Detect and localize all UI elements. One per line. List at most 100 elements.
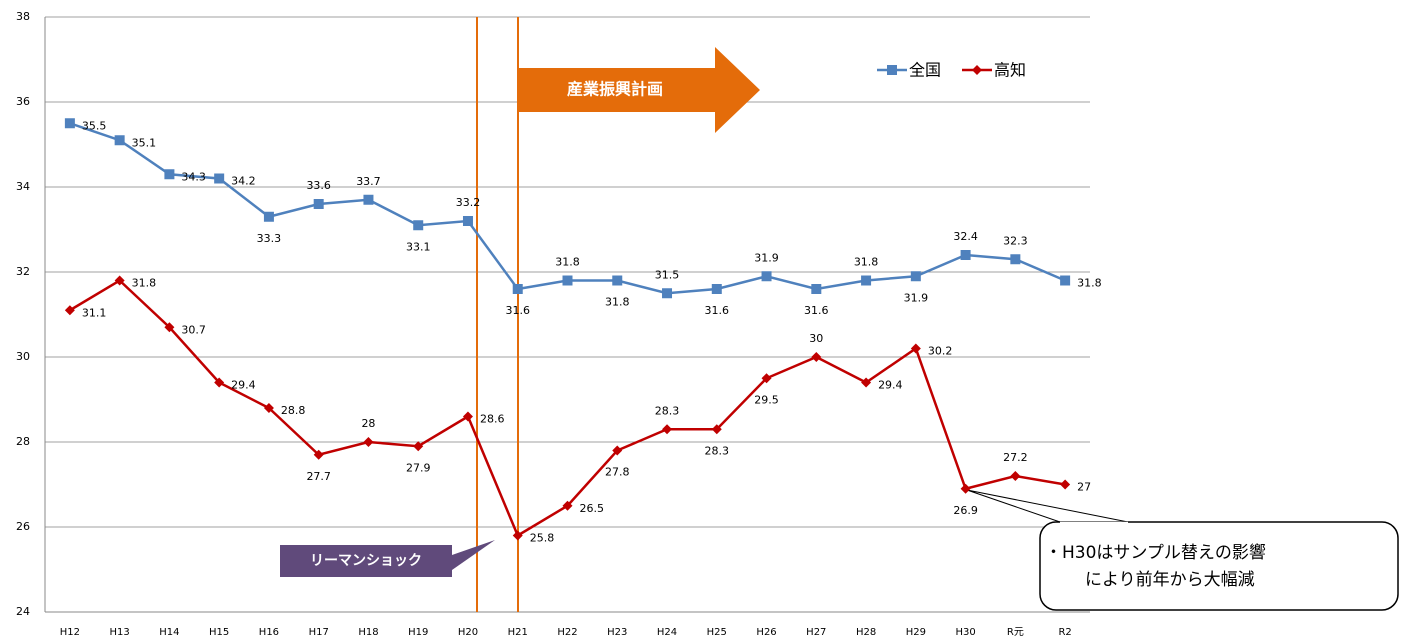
marker	[960, 250, 971, 260]
data-label: 27.9	[406, 461, 431, 474]
x-tick-label: H16	[259, 627, 279, 638]
marker	[413, 441, 424, 452]
x-tick-label: H15	[209, 627, 229, 638]
marker	[164, 322, 175, 333]
data-label: 33.6	[306, 179, 331, 192]
x-tick-label: H13	[110, 627, 130, 638]
marker	[214, 377, 225, 388]
data-label: 31.6	[705, 304, 730, 317]
data-label: 29.4	[231, 379, 256, 392]
y-tick-label: 32	[16, 265, 30, 278]
x-tick-label: H22	[557, 627, 577, 638]
x-tick-label: H28	[856, 627, 876, 638]
data-label: 32.4	[953, 230, 978, 243]
marker	[861, 377, 872, 388]
marker	[512, 284, 523, 294]
marker	[711, 424, 722, 435]
data-label: 26.9	[953, 504, 978, 517]
marker	[214, 173, 225, 184]
callout-text: ・H30はサンプル替えの影響	[1045, 543, 1266, 563]
data-label: 33.3	[257, 232, 282, 245]
marker	[662, 288, 673, 299]
data-label: 30	[809, 332, 823, 345]
x-tick-label: H26	[756, 627, 776, 638]
plan-label: 産業振興計画	[567, 80, 663, 99]
marker	[263, 403, 274, 413]
data-label: 28.3	[655, 404, 680, 417]
y-tick-label: 24	[16, 605, 30, 618]
marker	[1060, 275, 1071, 286]
data-label: 31.6	[505, 304, 530, 317]
marker	[1060, 479, 1071, 490]
marker	[612, 275, 623, 286]
legend-label: 全国	[909, 61, 941, 80]
data-label: 27.7	[306, 470, 331, 483]
x-tick-label: H14	[159, 627, 179, 638]
data-label: 28.8	[281, 404, 306, 417]
data-label: 31.8	[132, 277, 157, 290]
legend-marker	[972, 65, 982, 75]
marker	[164, 169, 175, 180]
data-label: 31.5	[655, 268, 680, 281]
data-label: 28	[361, 417, 375, 430]
data-label: 33.2	[456, 196, 481, 209]
x-tick-label: R2	[1058, 627, 1071, 638]
y-tick-label: 26	[16, 520, 30, 533]
marker	[811, 352, 822, 362]
x-tick-label: H18	[358, 627, 378, 638]
series-line	[69, 278, 1066, 538]
data-label: 27.2	[1003, 451, 1028, 464]
x-tick-label: H12	[60, 627, 80, 638]
marker	[960, 483, 971, 494]
x-tick-label: H23	[607, 627, 627, 638]
marker	[512, 530, 523, 541]
data-label: 31.9	[754, 251, 779, 264]
data-label: 27	[1077, 481, 1091, 494]
x-tick-label: H21	[508, 627, 528, 638]
y-tick-label: 38	[16, 10, 30, 23]
marker	[363, 437, 374, 447]
marker	[462, 411, 473, 422]
marker	[64, 118, 75, 129]
marker	[1010, 471, 1021, 481]
data-label: 31.8	[854, 256, 879, 269]
marker	[910, 271, 921, 282]
data-label: 35.1	[132, 136, 157, 149]
plan-arrow	[518, 47, 760, 133]
x-tick-label: H29	[906, 627, 926, 638]
marker	[861, 275, 872, 286]
data-label: 31.8	[555, 256, 580, 269]
y-tick-label: 36	[16, 95, 30, 108]
marker	[662, 424, 673, 435]
marker	[711, 284, 722, 294]
marker	[313, 199, 324, 209]
y-tick-label: 34	[16, 180, 30, 193]
x-tick-label: H24	[657, 627, 677, 638]
marker	[811, 284, 822, 294]
lehman-label: リーマンショック	[310, 553, 422, 569]
marker	[612, 445, 623, 456]
x-tick-label: H27	[806, 627, 826, 638]
data-label: 31.9	[904, 291, 929, 304]
x-tick-label: H30	[955, 627, 975, 638]
data-label: 26.5	[580, 502, 605, 515]
data-label: 27.8	[605, 466, 630, 479]
marker	[64, 305, 75, 316]
x-tick-label: H25	[707, 627, 727, 638]
y-tick-label: 28	[16, 435, 30, 448]
data-label: 28.6	[480, 413, 505, 426]
lehman-box	[280, 540, 495, 577]
data-label: 29.5	[754, 393, 779, 406]
data-label: 28.3	[705, 444, 730, 457]
data-label: 25.8	[530, 532, 555, 545]
callout-tail	[966, 489, 1129, 523]
data-label: 34.3	[181, 170, 206, 183]
callout-text: により前年から大幅減	[1085, 570, 1255, 590]
x-tick-label: R元	[1007, 627, 1024, 638]
data-label: 31.8	[605, 296, 630, 309]
marker	[263, 211, 274, 222]
marker	[114, 135, 125, 146]
marker	[462, 216, 473, 226]
x-tick-label: H19	[408, 627, 428, 638]
data-label: 32.3	[1003, 234, 1028, 247]
